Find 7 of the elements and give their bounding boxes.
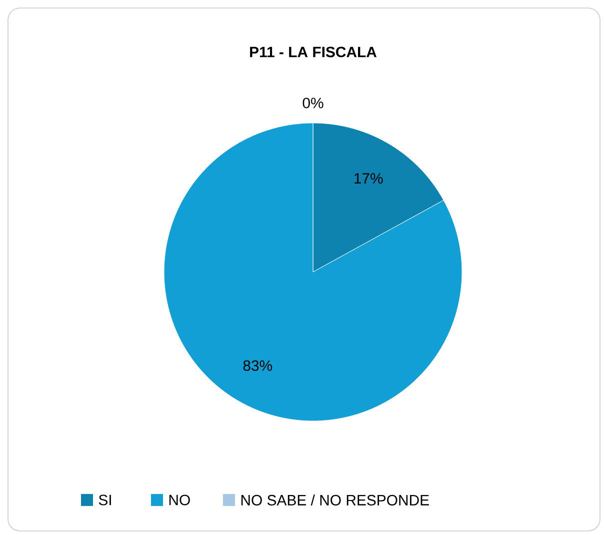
chart-title: P11 - LA FISCALA [250, 46, 377, 58]
legend-label: NO [169, 494, 190, 506]
data-label: 17% [354, 173, 383, 184]
data-label: 83% [243, 360, 272, 371]
text: 0% [302, 98, 324, 108]
legend-label: SI [98, 494, 111, 506]
legend-label: NO SABE / NO RESPONDE [241, 494, 429, 506]
